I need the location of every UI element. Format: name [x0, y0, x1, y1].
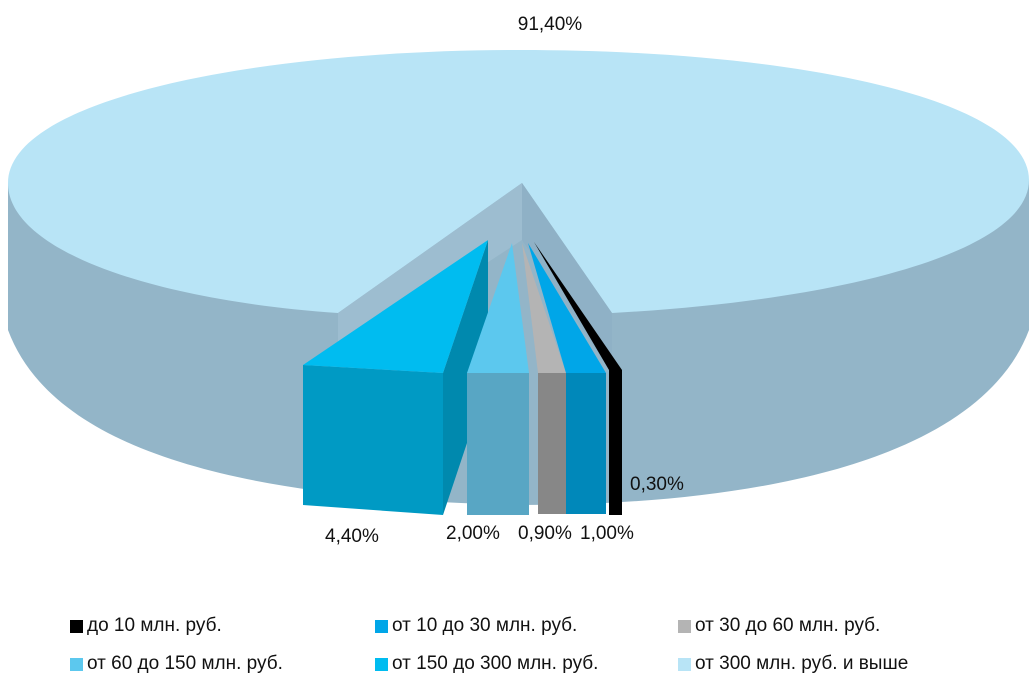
- slice-side-front: [609, 370, 622, 515]
- data-label-under-10: 0,30%: [630, 474, 684, 495]
- slice-top: [8, 50, 1029, 313]
- legend-item-60-150: от 60 до 150 млн. руб.: [70, 653, 283, 675]
- legend-swatch: [375, 657, 388, 671]
- pie-slice-30-60: [522, 243, 566, 514]
- data-label-60-150: 2,00%: [446, 523, 500, 544]
- slice-top: [467, 243, 529, 373]
- pie-slice-under-10: [534, 242, 622, 515]
- legend-label: от 10 до 30 млн. руб.: [392, 615, 578, 636]
- legend-item-150-300: от 150 до 300 млн. руб.: [375, 653, 598, 675]
- legend-item-10-30: от 10 до 30 млн. руб.: [375, 615, 577, 637]
- slice-side-right: [443, 240, 488, 515]
- legend-label: от 150 до 300 млн. руб.: [392, 653, 599, 674]
- pie-slice-60-150: [467, 243, 529, 515]
- slice-top: [522, 243, 566, 373]
- legend-swatch: [678, 657, 691, 671]
- pie-slice-150-300: [303, 240, 488, 515]
- slice-side-front: [538, 373, 566, 514]
- slice-side-front: [467, 373, 529, 515]
- legend-swatch: [70, 619, 83, 633]
- slice-side-front: [566, 373, 606, 514]
- legend-label: от 30 до 60 млн. руб.: [695, 615, 881, 636]
- data-label-30-60: 0,90%: [518, 523, 572, 544]
- data-label-300-plus: 91,40%: [518, 14, 583, 35]
- legend-item-under-10: до 10 млн. руб.: [70, 615, 222, 637]
- data-label-10-30: 1,00%: [580, 523, 634, 544]
- slice-top: [534, 242, 622, 370]
- legend-swatch: [70, 657, 83, 671]
- slice-side-front: [303, 365, 443, 515]
- chart-legend: до 10 млн. руб. от 10 до 30 млн. руб. от…: [70, 615, 1010, 675]
- legend-item-300-plus: от 300 млн. руб. и выше: [678, 653, 908, 675]
- legend-item-30-60: от 30 до 60 млн. руб.: [678, 615, 880, 637]
- legend-label: от 300 млн. руб. и выше: [695, 653, 909, 674]
- legend-label: от 60 до 150 млн. руб.: [87, 653, 283, 674]
- pie-slice-10-30: [528, 243, 606, 514]
- legend-swatch: [375, 619, 388, 633]
- legend-swatch: [678, 619, 691, 633]
- slice-top: [528, 243, 606, 373]
- slice-top: [303, 240, 488, 373]
- data-label-150-300: 4,40%: [325, 526, 379, 547]
- legend-label: до 10 млн. руб.: [87, 615, 222, 636]
